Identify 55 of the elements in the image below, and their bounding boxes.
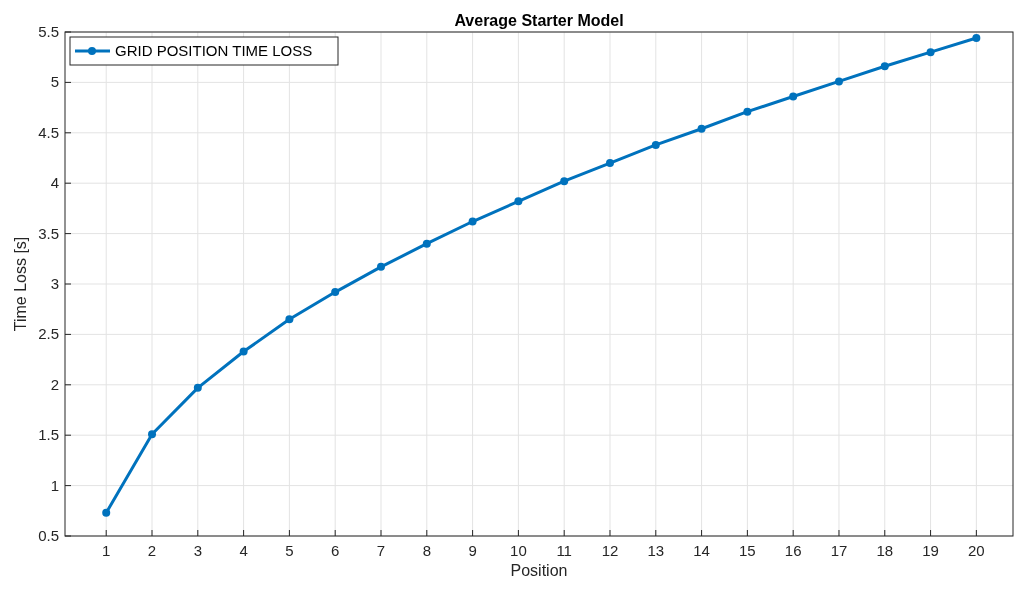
- point: [789, 92, 798, 101]
- y-tick-label: 5: [50, 73, 59, 91]
- y-axis-title: Time Loss [s]: [12, 236, 29, 332]
- x-tick-label: 13: [647, 542, 665, 559]
- point: [285, 315, 294, 324]
- x-tick-label: 5: [285, 542, 294, 559]
- x-tick-label: 1: [102, 542, 111, 559]
- x-tick-label: 4: [239, 542, 248, 559]
- y-tick-label: 3.5: [38, 224, 59, 242]
- legend-label: GRID POSITION TIME LOSS: [115, 42, 313, 59]
- y-tick-label: 3: [50, 275, 59, 292]
- point: [926, 48, 935, 57]
- x-tick-label: 14: [693, 542, 710, 559]
- y-tick-label: 2: [50, 375, 59, 393]
- point: [972, 34, 981, 43]
- x-tick-label: 11: [556, 542, 572, 559]
- point: [377, 262, 385, 271]
- x-axis-title: Position: [510, 562, 568, 579]
- y-tick-label: 4.5: [38, 123, 59, 141]
- point: [239, 347, 248, 356]
- point: [560, 177, 569, 186]
- point: [834, 77, 843, 86]
- point: [331, 288, 340, 297]
- x-tick-label: 18: [876, 542, 894, 559]
- x-tick-label: 2: [147, 542, 157, 559]
- point: [193, 383, 202, 392]
- point: [605, 159, 614, 168]
- x-tick-label: 9: [468, 542, 477, 559]
- point: [102, 508, 111, 517]
- x-tick-label: 3: [193, 542, 202, 559]
- point: [651, 140, 660, 149]
- x-tick-label: 12: [601, 542, 619, 559]
- point: [880, 62, 889, 71]
- x-tick-label: 10: [510, 542, 527, 559]
- x-tick-label: 15: [739, 542, 756, 559]
- chart-title: Average Starter Model: [454, 12, 624, 29]
- y-tick-label: 4: [50, 174, 59, 192]
- y-tick-label: 5.5: [38, 23, 59, 40]
- y-tick-label: 1.5: [38, 426, 59, 444]
- y-tick-label: 0.5: [38, 527, 59, 544]
- x-tick-label: 6: [331, 542, 340, 559]
- point: [468, 217, 477, 226]
- x-tick-label: 20: [968, 542, 985, 559]
- x-tick-label: 8: [422, 542, 431, 559]
- point: [148, 430, 157, 439]
- point: [422, 239, 431, 248]
- y-tick-label: 1: [50, 476, 59, 494]
- x-tick-label: 17: [830, 542, 848, 559]
- point: [514, 197, 523, 206]
- y-tick-label: 2.5: [38, 325, 59, 343]
- x-tick-label: 19: [922, 542, 939, 559]
- point: [743, 107, 752, 116]
- x-tick-label: 7: [376, 542, 386, 559]
- x-tick-label: 16: [784, 542, 802, 559]
- point: [697, 124, 706, 133]
